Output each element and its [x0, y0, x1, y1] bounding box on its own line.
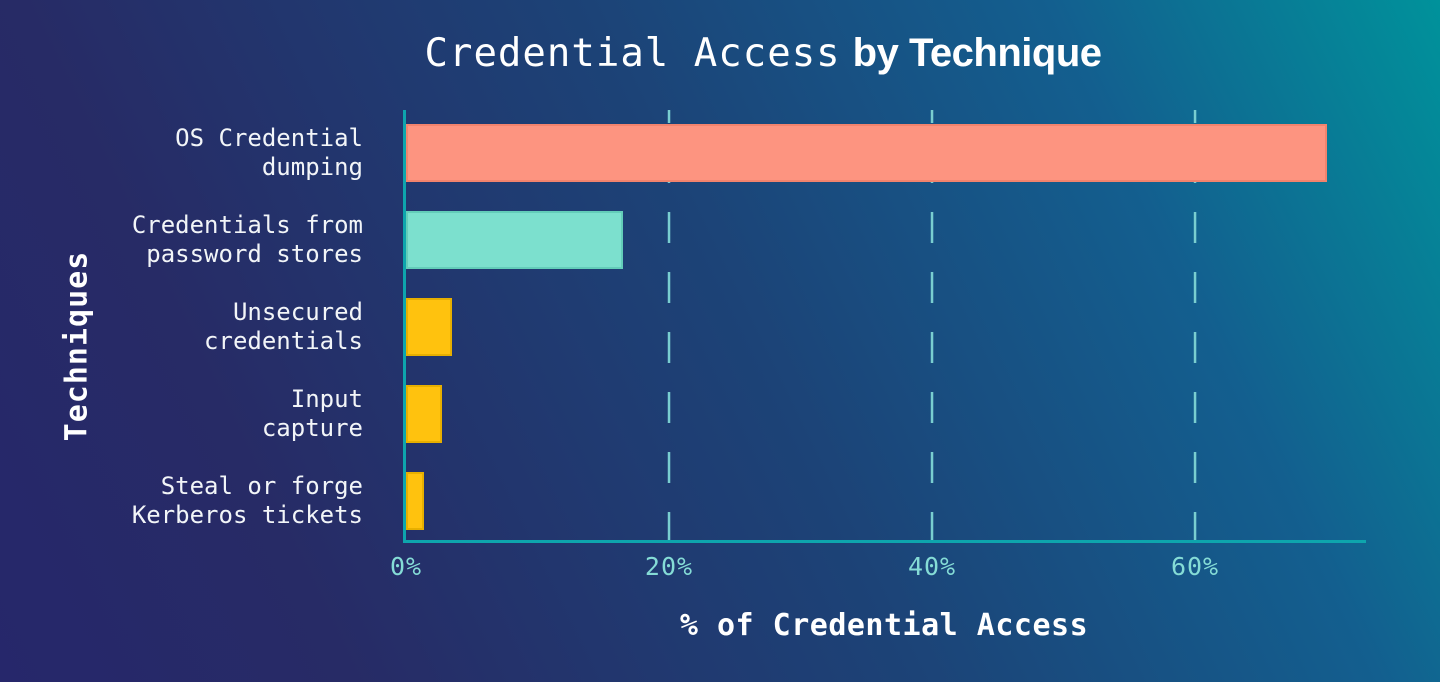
chart-title: Credential Access by Technique: [424, 31, 1102, 76]
category-label-line: Steal or forge: [160, 472, 363, 500]
x-tick-label-60: 60%: [1170, 552, 1220, 581]
bar-os-credential-dumping: [406, 124, 1327, 182]
category-label-line: OS Credential: [175, 124, 363, 152]
bar-unsecured-credentials: [406, 298, 453, 356]
x-tick-label-0: 0%: [389, 552, 423, 581]
chart-title-regular: Credential Access: [424, 31, 841, 76]
category-label-line: capture: [261, 414, 363, 442]
category-label-line: Kerberos tickets: [131, 501, 363, 529]
x-tick-label-20: 20%: [644, 552, 694, 581]
category-label-credentials-from-password-stores: Credentials from password stores: [0, 211, 363, 269]
category-label-line: dumping: [261, 153, 363, 181]
category-label-unsecured-credentials: Unsecured credentials: [0, 298, 363, 356]
category-label-line: Unsecured: [232, 298, 363, 326]
category-label-line: Credentials from: [131, 211, 363, 239]
category-label-steal-or-forge-kerberos-tickets: Steal or forge Kerberos tickets: [0, 472, 363, 530]
x-tick-label-40: 40%: [907, 552, 957, 581]
category-label-os-credential-dumping: OS Credential dumping: [0, 124, 363, 182]
category-labels: OS Credential dumping Credentials from pass…: [0, 0, 363, 682]
x-axis-title: % of Credential Access: [679, 608, 1089, 643]
bar-credentials-from-password-stores: [406, 211, 623, 269]
category-label-line: Input: [290, 385, 363, 413]
plot-area: [403, 110, 1366, 543]
category-label-line: credentials: [204, 327, 363, 355]
bar-input-capture: [406, 385, 442, 443]
category-label-line: password stores: [146, 240, 363, 268]
chart-title-bold: by Technique: [852, 31, 1102, 75]
bar-steal-or-forge-kerberos-tickets: [406, 472, 425, 530]
category-label-input-capture: Input capture: [0, 385, 363, 443]
